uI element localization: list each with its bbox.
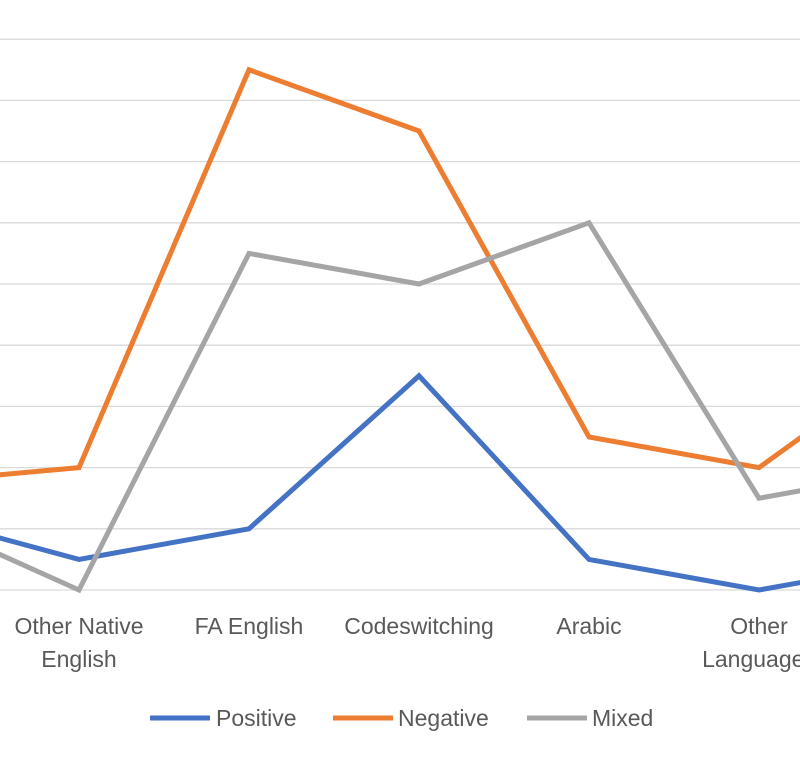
x-axis-labels: Other Native English FA English Codeswitchi… (14, 613, 800, 672)
x-tick-label: Codeswitching (344, 613, 494, 639)
series-lines (0, 66, 800, 594)
series-line-negative (0, 66, 800, 478)
series-line-positive (0, 372, 800, 593)
legend-item-mixed: Mixed (527, 705, 653, 731)
legend-label: Negative (398, 705, 489, 731)
x-tick-label: Arabic (556, 613, 621, 639)
legend-item-positive: Positive (150, 705, 297, 731)
legend-label: Positive (216, 705, 297, 731)
gridlines (0, 38, 800, 591)
legend: Positive Negative Mixed (150, 705, 653, 731)
x-tick-label: OtherLanguages (702, 613, 800, 672)
x-tick-label: Other Native English (14, 613, 143, 672)
x-tick-label: FA English (195, 613, 304, 639)
legend-item-negative: Negative (333, 705, 489, 731)
legend-label: Mixed (592, 705, 653, 731)
